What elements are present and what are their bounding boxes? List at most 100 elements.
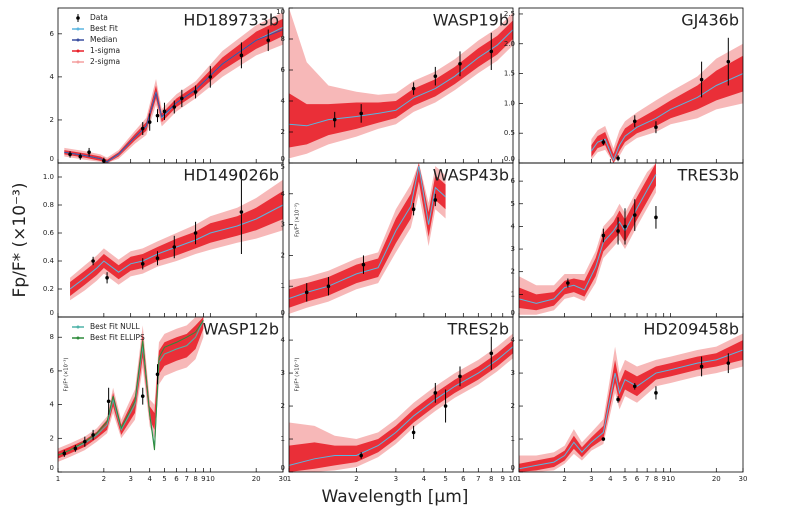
sigma-band <box>289 20 513 148</box>
y-tick-label: 1.0 <box>504 99 515 107</box>
data-point <box>632 384 637 389</box>
model-line <box>519 349 743 470</box>
data-point <box>193 231 198 235</box>
panel-title: TRES2b <box>447 320 510 339</box>
x-tick-label: 7 <box>184 475 188 483</box>
plot-area <box>519 333 743 472</box>
y-tick-label: 6 <box>511 177 516 185</box>
data-point <box>699 364 704 369</box>
data-point <box>359 453 363 458</box>
x-tick-label: 5 <box>623 475 627 483</box>
data-point <box>326 284 331 289</box>
y-tick-label: 0 <box>511 464 515 472</box>
data-point <box>433 391 438 395</box>
model-line <box>64 29 283 163</box>
data-point <box>411 430 416 435</box>
plot-area <box>519 163 658 315</box>
panel-y-label: Fp/F* (×10⁻³) <box>295 358 301 392</box>
y-tick-label: 5 <box>281 163 285 171</box>
y-tick-label: 1 <box>281 282 285 290</box>
y-tick-label: 2 <box>511 268 515 276</box>
data-point <box>155 372 160 377</box>
y-tick-label: 6 <box>50 367 55 375</box>
data-point <box>62 451 67 456</box>
data-point <box>83 439 87 444</box>
y-tick-label: 2.0 <box>504 40 515 48</box>
model-line <box>590 73 743 162</box>
legend-label: Best Fit ELLIPS <box>90 333 145 342</box>
y-tick-label: 4 <box>50 73 55 81</box>
panel: 0 2 4 6 8 10 WASP19b <box>276 7 514 164</box>
plot-area <box>289 8 513 159</box>
panel-y-label: Fp/F* (×10⁻³) <box>64 358 70 392</box>
y-tick-label: 8 <box>50 333 54 341</box>
y-tick-label: 2 <box>511 402 515 410</box>
legend-label: Median <box>90 35 118 44</box>
data-point <box>172 105 177 109</box>
sigma-band <box>58 317 204 459</box>
data-point <box>433 198 438 202</box>
data-point <box>359 111 363 116</box>
panel-title: WASP19b <box>433 11 509 30</box>
model-line <box>289 346 513 466</box>
legend-swatch <box>76 60 80 64</box>
y-tick-label: 6 <box>281 66 286 74</box>
x-tick-label: 10 <box>509 475 518 483</box>
data-point <box>68 152 72 157</box>
plot-area <box>289 163 446 314</box>
x-tick-label: 5 <box>443 475 447 483</box>
data-point <box>106 399 111 404</box>
x-tick-label: 6 <box>174 475 179 483</box>
data-point <box>411 207 416 211</box>
data-point <box>332 117 337 122</box>
data-point <box>654 215 658 220</box>
x-tick-label: 4 <box>147 475 152 483</box>
data-point <box>162 109 167 114</box>
y-tick-label: 0 <box>50 155 54 163</box>
x-tick-label: 1 <box>287 475 291 483</box>
sigma-band <box>591 55 743 163</box>
panel-title: HD189733b <box>183 11 279 30</box>
x-tick-label: 8 <box>654 475 658 483</box>
model-line <box>289 29 513 127</box>
y-tick-label: 2 <box>50 116 54 124</box>
plot-area <box>58 317 204 462</box>
y-tick-label: 2.5 <box>504 10 515 18</box>
data-point <box>458 62 462 66</box>
y-tick-label: 10 <box>276 8 285 16</box>
sigma-band <box>519 163 656 315</box>
model-line <box>289 165 446 299</box>
data-point <box>489 351 494 356</box>
y-tick-label: 0.8 <box>43 201 54 209</box>
data-point <box>140 394 145 398</box>
y-tick-label: 1 <box>511 290 515 298</box>
x-tick-label: 10 <box>206 475 215 483</box>
x-tick-label: 2 <box>354 475 358 483</box>
data-point <box>239 53 244 58</box>
x-tick-label: 4 <box>608 475 613 483</box>
y-tick-label: 2 <box>281 128 285 136</box>
y-tick-label: 0.2 <box>43 285 54 293</box>
x-tick-label: 30 <box>279 475 288 483</box>
panel: 0 2 4 6 HD189733b Data Best Fit Median 1-sigma 2-… <box>50 7 284 164</box>
y-tick-label: 0 <box>511 309 515 317</box>
x-tick-label: 2 <box>102 475 106 483</box>
data-point <box>73 446 78 451</box>
data-point <box>458 374 462 379</box>
sigma-band <box>289 163 446 314</box>
panel-title: WASP12b <box>203 320 279 339</box>
plot-area <box>590 37 743 163</box>
legend-swatch <box>76 38 80 42</box>
legend-swatch <box>76 49 80 53</box>
y-tick-label: 3 <box>511 245 515 253</box>
legend-label: 1-sigma <box>90 46 120 55</box>
legend-swatch <box>76 325 80 329</box>
data-point <box>601 233 606 238</box>
x-tick-label: 1 <box>56 475 60 483</box>
legend-swatch <box>76 336 80 340</box>
y-tick-label: 5 <box>511 200 515 208</box>
data-point <box>87 150 91 155</box>
